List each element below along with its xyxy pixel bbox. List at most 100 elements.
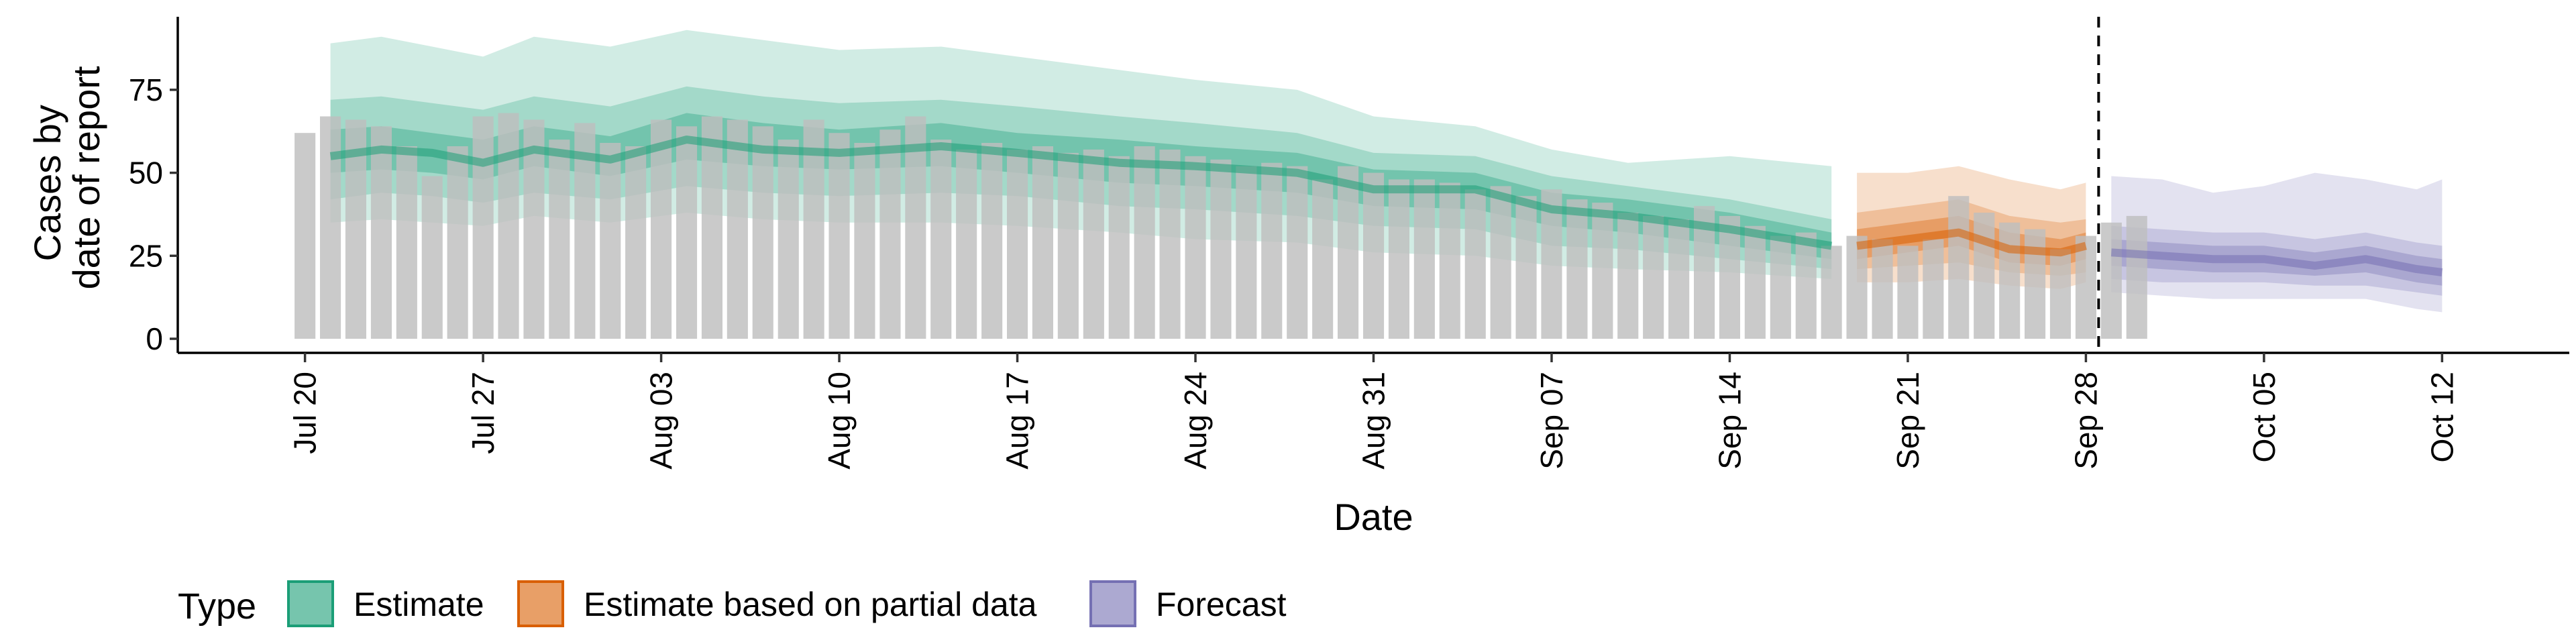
bar xyxy=(1821,246,1842,339)
bar xyxy=(1923,239,1944,339)
bar xyxy=(1287,166,1308,339)
bar xyxy=(1007,149,1028,339)
median-line-estimate xyxy=(329,136,1833,250)
legend-title: Type xyxy=(178,586,256,627)
bar xyxy=(2126,215,2147,339)
median-line-layer xyxy=(329,136,2443,276)
x-tick-label: Oct 12 xyxy=(2424,372,2459,463)
bar xyxy=(1108,156,1130,339)
bar xyxy=(651,119,672,339)
y-tick-label: 50 xyxy=(129,156,163,191)
legend-label-estimate: Estimate xyxy=(354,586,484,623)
legend-items: Estimate Estimate based on partial data Fo… xyxy=(287,580,1287,627)
bar xyxy=(1185,156,1206,339)
bar xyxy=(1413,179,1435,339)
bar xyxy=(879,129,901,339)
bar xyxy=(1338,166,1359,339)
x-tick-label: Oct 05 xyxy=(2247,372,2282,463)
median-line-forecast xyxy=(2110,248,2443,276)
bar xyxy=(777,140,799,339)
x-axis-title: Date xyxy=(1334,496,1413,538)
legend-key-partial xyxy=(517,580,564,627)
y-axis-title: Cases by date of report xyxy=(26,66,107,290)
bar xyxy=(1541,189,1562,339)
bar xyxy=(2100,222,2122,339)
bar xyxy=(752,126,773,339)
bar xyxy=(1948,196,1970,339)
legend-label-partial: Estimate based on partial data xyxy=(584,586,1037,623)
bar xyxy=(1744,225,1766,339)
bar xyxy=(1312,179,1334,339)
y-tick-label: 25 xyxy=(129,238,163,273)
bar xyxy=(549,140,570,339)
bar xyxy=(1439,182,1460,339)
bar xyxy=(2049,249,2071,339)
legend: Type Estimate Estimate based on partial d… xyxy=(178,580,1287,627)
x-tick-label: Aug 10 xyxy=(822,372,857,470)
bar xyxy=(396,146,417,339)
bar xyxy=(1236,166,1257,339)
legend-key-forecast xyxy=(1089,580,1136,627)
bar xyxy=(1057,152,1079,339)
bar xyxy=(472,116,494,339)
x-tick-label: Sep 07 xyxy=(1534,372,1569,470)
bar xyxy=(1083,149,1104,339)
bar xyxy=(803,119,824,339)
bar xyxy=(727,119,748,339)
bar xyxy=(1592,203,1613,339)
x-axis-ticks: Jul 20 Jul 27 Aug 03 Aug 10 Aug 17 Aug 24 Aug … xyxy=(288,353,2459,470)
x-tick-label: Aug 17 xyxy=(1000,372,1035,470)
bar xyxy=(1159,149,1181,339)
bar xyxy=(854,143,875,339)
bar xyxy=(1388,179,1409,339)
bar xyxy=(1974,213,1995,339)
bar-layer xyxy=(294,113,2147,339)
bar xyxy=(1999,222,2021,339)
y-tick-label: 75 xyxy=(129,72,163,107)
legend-key-estimate xyxy=(287,580,334,627)
bar xyxy=(905,116,926,339)
x-tick-label: Jul 20 xyxy=(288,372,323,454)
bar xyxy=(1490,186,1511,339)
bar xyxy=(294,133,316,339)
bar xyxy=(1210,159,1232,339)
median-line-partial xyxy=(1856,228,2087,257)
legend-label-forecast: Forecast xyxy=(1156,586,1287,623)
bar xyxy=(600,143,621,339)
bar xyxy=(981,143,1003,339)
bar xyxy=(1795,232,1817,339)
bar xyxy=(956,149,977,339)
x-tick-label: Aug 31 xyxy=(1356,372,1391,470)
bar xyxy=(1872,239,1893,339)
bar xyxy=(1261,162,1283,339)
x-tick-label: Aug 03 xyxy=(644,372,679,470)
y-axis-ticks: 0 25 50 75 xyxy=(129,72,178,356)
ribbon-outer-forecast xyxy=(2111,172,2443,313)
bar xyxy=(1134,146,1155,339)
bar xyxy=(447,146,468,339)
bar xyxy=(1770,235,1791,339)
y-tick-label: 0 xyxy=(146,321,163,356)
bar xyxy=(370,126,392,339)
bar xyxy=(2075,235,2096,339)
ribbon-layer xyxy=(330,30,2443,313)
x-tick-label: Aug 24 xyxy=(1178,372,1213,470)
bar xyxy=(701,116,722,339)
bar xyxy=(1668,219,1690,339)
y-axis-title-line-2: date of report xyxy=(65,66,107,290)
bar xyxy=(828,133,850,339)
bar xyxy=(1719,215,1740,339)
x-tick-label: Sep 28 xyxy=(2068,372,2103,470)
bar xyxy=(498,113,519,339)
x-tick-label: Jul 27 xyxy=(466,372,500,454)
bar xyxy=(1897,246,1919,339)
bar xyxy=(320,116,341,339)
bar xyxy=(1032,146,1053,339)
bar xyxy=(1643,215,1664,339)
bar xyxy=(1846,235,1868,339)
x-tick-label: Sep 21 xyxy=(1890,372,1925,470)
bar xyxy=(1566,199,1588,339)
bar xyxy=(523,119,545,339)
bar xyxy=(421,176,443,339)
